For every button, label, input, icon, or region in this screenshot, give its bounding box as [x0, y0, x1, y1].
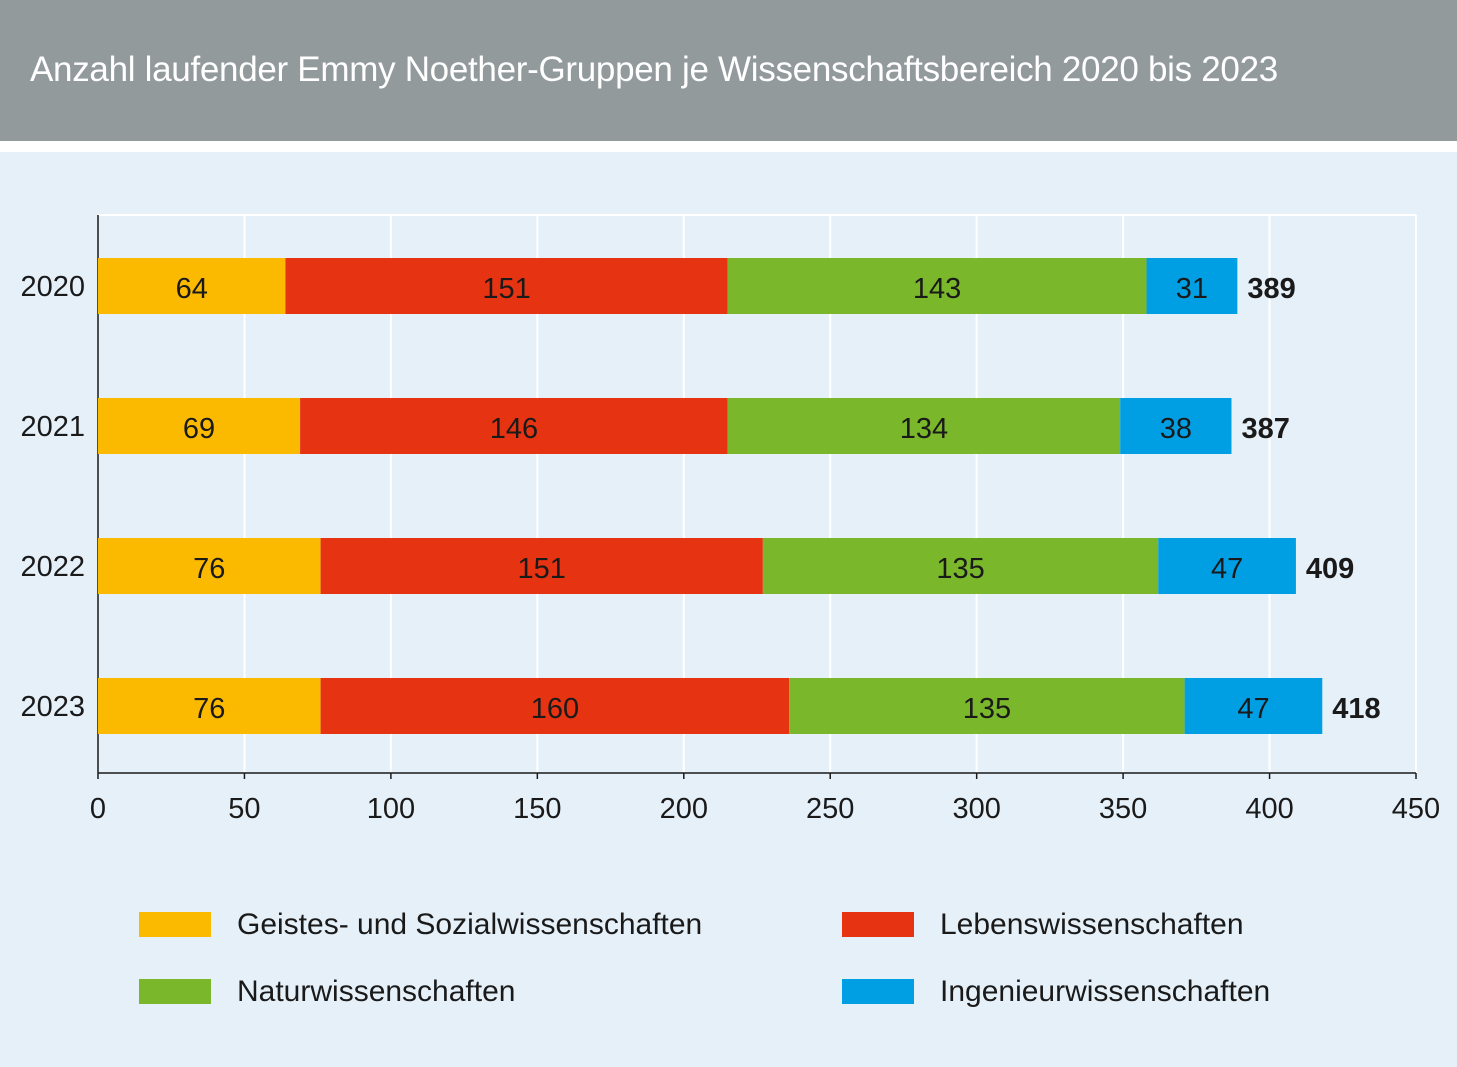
x-tick-label-450: 450	[1392, 793, 1440, 825]
bar-segment-2023-0	[98, 678, 321, 734]
data-label-2023-2: 135	[963, 693, 1011, 725]
bar-segment-2020-3	[1146, 258, 1238, 314]
y-tick-label-2022: 2022	[20, 551, 85, 583]
bar-segment-2022-0	[98, 538, 321, 594]
data-label-2022-1: 151	[518, 553, 566, 585]
total-label-2020: 389	[1247, 273, 1295, 305]
total-label-2023: 418	[1332, 693, 1380, 725]
data-label-2022-2: 135	[936, 553, 984, 585]
bar-segment-2020-2	[727, 258, 1147, 314]
x-tick-label-400: 400	[1245, 793, 1293, 825]
x-tick-label-300: 300	[952, 793, 1000, 825]
bar-segment-2023-1	[320, 678, 790, 734]
y-tick-label-2020: 2020	[20, 271, 85, 303]
bar-segment-2020-1	[285, 258, 728, 314]
bar-segment-2023-3	[1184, 678, 1323, 734]
data-label-2023-3: 47	[1237, 693, 1269, 725]
bar-segment-2021-2	[727, 398, 1121, 454]
data-label-2020-2: 143	[913, 273, 961, 305]
y-tick-label-2023: 2023	[20, 691, 85, 723]
bar-segment-2022-1	[320, 538, 763, 594]
data-label-2020-1: 151	[482, 273, 530, 305]
y-tick-label-2021: 2021	[20, 411, 85, 443]
x-tick-label-150: 150	[513, 793, 561, 825]
data-label-2023-0: 76	[193, 693, 225, 725]
total-label-2021: 387	[1241, 413, 1289, 445]
bar-segment-2022-2	[762, 538, 1159, 594]
data-label-2021-1: 146	[490, 413, 538, 445]
data-label-2021-0: 69	[183, 413, 215, 445]
data-label-2021-2: 134	[900, 413, 948, 445]
x-tick-label-350: 350	[1099, 793, 1147, 825]
bar-segment-2021-3	[1120, 398, 1232, 454]
bar-segment-2022-3	[1158, 538, 1296, 594]
x-tick-label-0: 0	[90, 793, 106, 825]
data-label-2020-0: 64	[176, 273, 208, 305]
bar-segment-2021-0	[98, 398, 301, 454]
data-label-2023-1: 160	[531, 693, 579, 725]
title-bar: Anzahl laufender Emmy Noether-Gruppen je…	[0, 0, 1457, 141]
x-tick-label-50: 50	[228, 793, 260, 825]
data-label-2021-3: 38	[1160, 413, 1192, 445]
data-label-2022-3: 47	[1211, 553, 1243, 585]
x-tick-label-100: 100	[367, 793, 415, 825]
bar-segment-2021-1	[300, 398, 728, 454]
data-label-2022-0: 76	[193, 553, 225, 585]
bar-segment-2020-0	[98, 258, 286, 314]
bar-segment-2023-2	[789, 678, 1185, 734]
x-tick-label-200: 200	[660, 793, 708, 825]
data-label-2020-3: 31	[1176, 273, 1208, 305]
chart-title: Anzahl laufender Emmy Noether-Gruppen je…	[30, 50, 1278, 89]
total-label-2022: 409	[1306, 553, 1354, 585]
x-tick-label-250: 250	[806, 793, 854, 825]
